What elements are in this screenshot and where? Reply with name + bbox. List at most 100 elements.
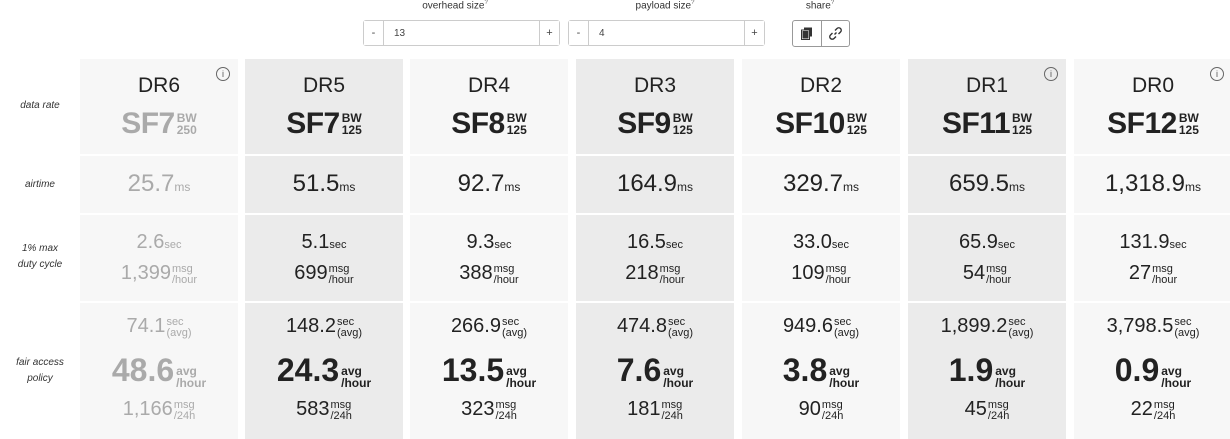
fair-sec-unit: sec (avg) bbox=[1174, 316, 1200, 339]
unit-hour: /hour bbox=[176, 375, 207, 390]
sf-label: SF12 BW 125 bbox=[1074, 107, 1230, 141]
fair-avg-unit: avg/hour bbox=[663, 365, 693, 389]
info-icon[interactable]: i bbox=[216, 67, 230, 81]
cell bbox=[908, 59, 1066, 154]
airtime-number: 659.5 bbox=[948, 170, 1010, 197]
payload-increment-button[interactable]: + bbox=[744, 21, 764, 45]
fair-sec-number: 474.8 bbox=[616, 315, 667, 337]
unit-avg: avg bbox=[176, 363, 197, 378]
fair-msg-value: 181 msg/24h bbox=[576, 398, 734, 422]
info-icon[interactable]: i bbox=[1044, 67, 1058, 81]
duty-msg-value: 218 msg/hour bbox=[576, 262, 734, 286]
bw-value: 125 bbox=[506, 123, 527, 137]
bw-unit: BW bbox=[1178, 111, 1199, 125]
unit-avg: avg bbox=[341, 363, 362, 378]
unit-avg: avg bbox=[1161, 363, 1182, 378]
link-button[interactable] bbox=[821, 21, 849, 46]
bw-value: 125 bbox=[672, 123, 693, 137]
duty-sec-value: 2.6sec bbox=[80, 231, 238, 254]
fair-sec-value: 148.2 sec (avg) bbox=[245, 315, 403, 339]
fair-avg-value: 3.8 avg/hour bbox=[742, 352, 900, 389]
fair-avg-value: 24.3 avg/hour bbox=[245, 352, 403, 389]
cell bbox=[410, 303, 568, 439]
cell bbox=[410, 156, 568, 213]
duty-msg-value: 54 msg/hour bbox=[908, 262, 1066, 286]
airtime-number: 329.7 bbox=[782, 170, 844, 197]
airtime-number: 1,318.9 bbox=[1104, 170, 1186, 197]
bw-value: 125 bbox=[1178, 123, 1199, 137]
fair-msg-value: 22 msg/24h bbox=[1074, 398, 1230, 422]
copy-button[interactable] bbox=[793, 21, 821, 46]
unit-24h: /24h bbox=[821, 409, 844, 422]
fair-avg-value: 48.6 avg/hour bbox=[80, 352, 238, 389]
duty-sec-number: 16.5 bbox=[626, 231, 666, 253]
share-label: share? bbox=[795, 0, 845, 11]
sf-label: SF8 BW 125 bbox=[410, 107, 568, 141]
overhead-size-input[interactable] bbox=[384, 21, 539, 45]
fair-msg-value: 1,166 msg/24h bbox=[80, 398, 238, 422]
fair-sec-value: 74.1 sec (avg) bbox=[80, 315, 238, 339]
unit-msg: msg bbox=[825, 262, 847, 275]
payload-size-label: payload size? bbox=[620, 0, 710, 11]
row-label-duty-cycle: 1% max duty cycle bbox=[0, 241, 80, 273]
airtime-number: 164.9 bbox=[616, 170, 678, 197]
airtime-number: 51.5 bbox=[292, 170, 340, 197]
fair-sec-number: 266.9 bbox=[450, 315, 501, 337]
payload-help-icon[interactable]: ? bbox=[691, 0, 695, 6]
unit-avg-paren: (avg) bbox=[668, 326, 694, 339]
overhead-increment-button[interactable]: + bbox=[539, 21, 559, 45]
dr-label: DR5 bbox=[302, 74, 345, 97]
duty-msg-number: 1,399 bbox=[120, 262, 171, 284]
unit-hour: /hour bbox=[1161, 375, 1192, 390]
unit-hour: /hour bbox=[341, 375, 372, 390]
unit-msg: msg bbox=[495, 398, 517, 411]
cell bbox=[1074, 215, 1230, 301]
info-icon[interactable]: i bbox=[1210, 67, 1224, 81]
payload-decrement-button[interactable]: - bbox=[569, 21, 589, 45]
fair-msg-number: 323 bbox=[461, 398, 495, 420]
unit-avg-paren: (avg) bbox=[502, 326, 528, 339]
bw-value: 125 bbox=[846, 123, 867, 137]
unit-msg: msg bbox=[173, 398, 195, 411]
duty-msg-value: 27 msg/hour bbox=[1074, 262, 1230, 286]
row-label-duty-line-2: duty cycle bbox=[17, 259, 63, 270]
overhead-decrement-button[interactable]: - bbox=[364, 21, 384, 45]
duty-msg-value: 1,399 msg/hour bbox=[80, 262, 238, 286]
bw-unit: BW bbox=[846, 111, 867, 125]
fair-sec-unit: sec (avg) bbox=[502, 316, 528, 339]
unit-avg-paren: (avg) bbox=[1174, 326, 1200, 339]
duty-msg-number: 54 bbox=[962, 262, 986, 284]
unit-sec: sec bbox=[166, 315, 184, 328]
payload-size-input[interactable] bbox=[589, 21, 744, 45]
bw-stack: BW 250 bbox=[177, 112, 197, 136]
unit-avg-paren: (avg) bbox=[337, 326, 363, 339]
duty-msg-number: 27 bbox=[1128, 262, 1152, 284]
cell bbox=[80, 59, 238, 154]
fair-avg-value: 0.9 avg/hour bbox=[1074, 352, 1230, 389]
fair-sec-unit: sec (avg) bbox=[337, 316, 363, 339]
duty-msg-number: 388 bbox=[459, 262, 493, 284]
overhead-help-icon[interactable]: ? bbox=[484, 0, 488, 6]
sf-value: SF8 bbox=[451, 107, 505, 140]
row-label-fair-line-1: fair access bbox=[16, 357, 64, 368]
bw-stack: BW 125 bbox=[342, 112, 362, 136]
sf-value: SF10 bbox=[775, 107, 845, 140]
fair-sec-number: 3,798.5 bbox=[1106, 315, 1174, 337]
unit-msg: msg bbox=[493, 262, 515, 275]
fair-avg-unit: avg/hour bbox=[995, 365, 1025, 389]
bw-value: 125 bbox=[1012, 123, 1033, 137]
cell bbox=[245, 303, 403, 439]
dr-label: DR4 bbox=[467, 74, 510, 97]
cell bbox=[908, 156, 1066, 213]
cell bbox=[908, 215, 1066, 301]
fair-msg-unit: msg/24h bbox=[1154, 399, 1175, 422]
overhead-size-stepper: - + bbox=[363, 20, 560, 46]
fair-msg-number: 22 bbox=[1130, 398, 1153, 420]
share-help-icon[interactable]: ? bbox=[830, 0, 835, 6]
duty-msg-unit: msg/hour bbox=[329, 263, 354, 286]
airtime-value: 164.9ms bbox=[576, 170, 734, 198]
fair-msg-unit: msg/24h bbox=[988, 399, 1009, 422]
fair-avg-value: 7.6 avg/hour bbox=[576, 352, 734, 389]
cell bbox=[742, 215, 900, 301]
unit-msg: msg bbox=[986, 262, 1007, 275]
